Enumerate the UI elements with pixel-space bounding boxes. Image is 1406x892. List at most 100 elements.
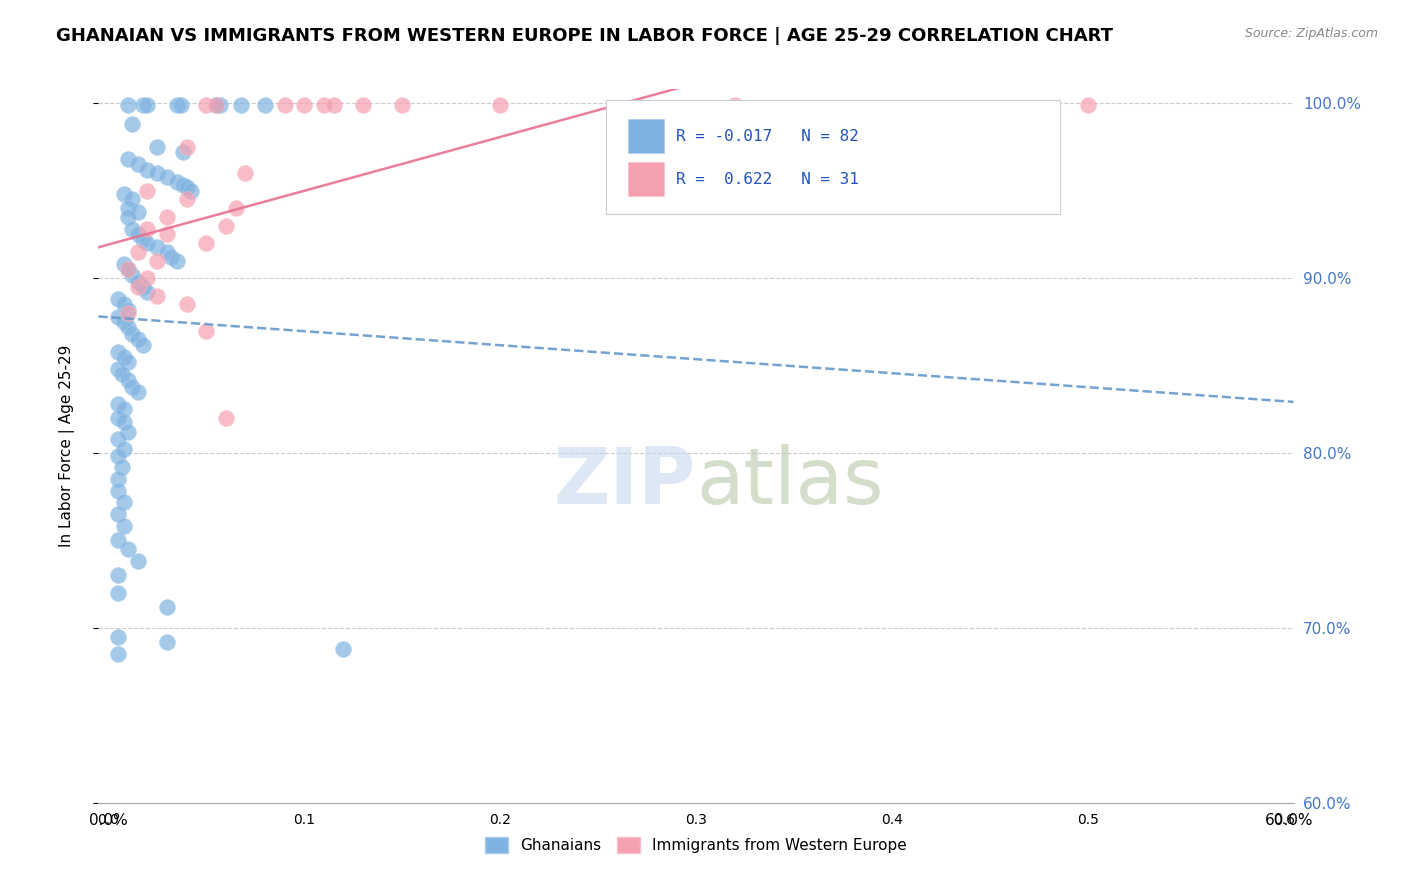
Point xyxy=(107,432,129,446)
Point xyxy=(121,379,143,393)
Point xyxy=(121,327,143,342)
Point xyxy=(136,162,159,177)
Point xyxy=(166,98,188,112)
FancyBboxPatch shape xyxy=(628,162,664,196)
Point xyxy=(132,233,155,247)
Point xyxy=(146,239,169,253)
Point xyxy=(205,98,228,112)
Point xyxy=(107,472,129,486)
Point xyxy=(160,250,183,264)
Point xyxy=(107,362,129,376)
Point xyxy=(127,554,149,568)
Point xyxy=(107,450,129,464)
Point xyxy=(179,184,201,198)
Point xyxy=(208,98,231,112)
Point xyxy=(107,630,129,644)
Point xyxy=(146,288,169,302)
Point xyxy=(136,222,159,236)
Point xyxy=(121,268,143,282)
Point xyxy=(112,297,135,311)
Point xyxy=(489,98,512,112)
Point xyxy=(127,227,149,242)
Point xyxy=(117,542,139,557)
Point xyxy=(127,332,149,346)
Point xyxy=(215,411,238,425)
Point xyxy=(146,166,169,180)
Point xyxy=(391,98,413,112)
Point xyxy=(253,98,276,112)
Text: 60.0%: 60.0% xyxy=(1265,814,1313,829)
Point xyxy=(127,384,149,399)
Point xyxy=(127,280,149,294)
Point xyxy=(127,204,149,219)
Point xyxy=(146,140,169,154)
Point xyxy=(231,98,253,112)
Point xyxy=(107,292,129,306)
FancyBboxPatch shape xyxy=(628,120,664,153)
Text: 0.0%: 0.0% xyxy=(89,814,128,829)
Point xyxy=(117,262,139,277)
Point xyxy=(215,219,238,233)
Point xyxy=(117,98,139,112)
FancyBboxPatch shape xyxy=(606,100,1060,214)
Point xyxy=(107,533,129,548)
Text: atlas: atlas xyxy=(696,443,883,520)
Point xyxy=(176,140,198,154)
Point xyxy=(107,411,129,425)
Point xyxy=(352,98,374,112)
Point xyxy=(136,184,159,198)
Point xyxy=(117,262,139,277)
Point xyxy=(127,244,149,259)
Y-axis label: In Labor Force | Age 25-29: In Labor Force | Age 25-29 xyxy=(59,345,75,547)
Point xyxy=(195,98,218,112)
Point xyxy=(724,98,747,112)
Point xyxy=(225,201,247,215)
Point xyxy=(172,178,194,193)
Point xyxy=(117,302,139,317)
Point xyxy=(170,98,193,112)
Point xyxy=(195,236,218,251)
Point xyxy=(1077,98,1099,112)
Text: R =  0.622   N = 31: R = 0.622 N = 31 xyxy=(676,171,859,186)
Point xyxy=(107,344,129,359)
Point xyxy=(322,98,344,112)
Point xyxy=(273,98,295,112)
Point xyxy=(112,519,135,533)
Point xyxy=(117,201,139,215)
Point xyxy=(156,635,179,649)
Point xyxy=(112,495,135,509)
Point xyxy=(107,586,129,600)
Point xyxy=(121,193,143,207)
Point xyxy=(112,350,135,364)
Point xyxy=(112,257,135,271)
Point xyxy=(292,98,315,112)
Point xyxy=(117,210,139,224)
Point xyxy=(146,253,169,268)
Point xyxy=(136,236,159,251)
Point xyxy=(127,157,149,171)
Point xyxy=(166,175,188,189)
Point xyxy=(156,227,179,242)
Point xyxy=(156,210,179,224)
Point xyxy=(127,275,149,289)
Point xyxy=(172,145,194,160)
Point xyxy=(107,568,129,582)
Point xyxy=(132,337,155,351)
Point xyxy=(111,460,134,475)
Point xyxy=(132,98,155,112)
Point xyxy=(195,324,218,338)
Point xyxy=(205,98,228,112)
Point xyxy=(117,320,139,334)
Point xyxy=(107,397,129,411)
Point xyxy=(112,402,135,417)
Point xyxy=(112,315,135,329)
Point xyxy=(176,193,198,207)
Point xyxy=(156,169,179,184)
Point xyxy=(156,244,179,259)
Point xyxy=(107,647,129,661)
Point xyxy=(112,442,135,457)
Point xyxy=(117,306,139,320)
Legend: Ghanaians, Immigrants from Western Europe: Ghanaians, Immigrants from Western Europ… xyxy=(479,831,912,859)
Point xyxy=(117,355,139,369)
Point xyxy=(136,271,159,285)
